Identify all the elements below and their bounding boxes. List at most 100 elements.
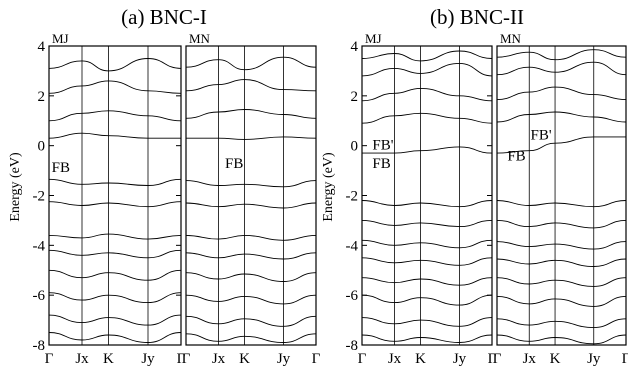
x-tick-label: Γ: [488, 351, 497, 367]
x-tick-label: Γ: [45, 351, 54, 367]
band-line: [186, 79, 316, 92]
band-line: [186, 272, 316, 282]
x-tick-label: Γ: [358, 351, 367, 367]
band-line: [186, 136, 316, 140]
y-tick-label: -2: [33, 189, 46, 205]
y-tick-label: -6: [346, 288, 359, 304]
band-line: [497, 295, 626, 307]
band-annotation: FB': [372, 137, 393, 153]
band-line: [186, 56, 316, 71]
x-tick-label: Jx: [388, 351, 402, 367]
band-line: [497, 86, 626, 101]
panel-frame: [496, 45, 627, 346]
band-line: [362, 62, 492, 77]
panel-title-a: (a) BNC-I: [121, 5, 207, 29]
band-line: [362, 200, 492, 208]
x-tick-label: Γ: [312, 351, 321, 367]
band-line: [49, 132, 181, 139]
band-line: [49, 110, 181, 122]
band-line: [186, 252, 316, 260]
band-line: [49, 178, 181, 186]
x-tick-label: Γ: [622, 351, 628, 367]
band-line: [49, 58, 181, 72]
panel-frame: [185, 45, 317, 346]
y-axis-label-a: Energy (eV): [8, 152, 23, 222]
x-tick-label: K: [103, 351, 114, 367]
band-line: [497, 219, 626, 229]
band-lines: [497, 49, 626, 345]
x-tick-label: Γ: [493, 351, 502, 367]
band-line: [362, 277, 492, 286]
band-line: [362, 239, 492, 249]
band-line: [49, 332, 181, 343]
band-annotation: FB: [52, 160, 70, 176]
y-tick-label: 4: [351, 39, 359, 55]
subpanel-label: MN: [189, 31, 211, 46]
band-line: [362, 317, 492, 327]
band-line: [362, 257, 492, 266]
band-line: [49, 233, 181, 240]
band-line: [49, 249, 181, 259]
y-tick-label: -4: [33, 238, 46, 254]
subpanel-label: MJ: [52, 31, 69, 46]
x-tick-label: Jx: [75, 351, 89, 367]
band-line: [362, 50, 492, 62]
band-line: [186, 333, 316, 343]
y-tick-label: 0: [351, 139, 359, 155]
band-panel: Γ Jx K Jy Γ MN FB: [182, 31, 321, 367]
y-tick-label: -4: [346, 238, 359, 254]
band-line: [49, 292, 181, 304]
band-annotation: FB: [225, 156, 243, 172]
band-line: [186, 234, 316, 241]
band-lines: [186, 56, 316, 343]
band-annotation: FB': [531, 127, 552, 143]
y-tick-label: 2: [38, 89, 46, 105]
band-line: [497, 277, 626, 287]
x-tick-label: K: [239, 351, 250, 367]
band-line: [362, 294, 492, 306]
y-tick-label: -8: [33, 338, 46, 354]
x-tick-label: Γ: [177, 351, 186, 367]
x-tick-label: Jy: [277, 351, 291, 367]
x-tick-label: Jy: [587, 351, 601, 367]
y-tick-label: 2: [351, 89, 359, 105]
y-tick-label: 0: [38, 139, 46, 155]
band-line: [186, 109, 316, 119]
y-tick-label: -8: [346, 338, 359, 354]
band-annotation: FB: [372, 156, 390, 172]
band-line: [497, 318, 626, 329]
y-axis-label-b: Energy (eV): [321, 152, 336, 222]
band-annotation: FB: [507, 149, 525, 165]
y-tick-label: -6: [33, 288, 46, 304]
band-line: [186, 180, 316, 188]
band-line: [49, 269, 181, 281]
y-tick-label: 4: [38, 39, 46, 55]
x-tick-label: Jy: [141, 351, 155, 367]
band-line: [186, 202, 316, 209]
x-tick-label: K: [550, 351, 561, 367]
x-tick-label: Γ: [182, 351, 191, 367]
x-tick-label: Jx: [523, 351, 537, 367]
band-panel: Γ Jx K Jy Γ MN FB' FB: [493, 31, 628, 367]
x-tick-label: Jy: [453, 351, 467, 367]
band-line: [497, 111, 626, 123]
band-line: [49, 201, 181, 208]
band-line: [362, 334, 492, 343]
subpanel-label: MN: [500, 31, 522, 46]
band-line: [497, 49, 626, 61]
band-line: [49, 80, 181, 94]
panel-title-b: (b) BNC-II: [430, 5, 524, 29]
y-tick-label: -2: [346, 189, 359, 205]
band-line: [362, 112, 492, 124]
band-line: [497, 61, 626, 76]
panel-frame: [48, 45, 182, 346]
band-line: [497, 334, 626, 345]
band-line: [49, 314, 181, 326]
x-tick-label: K: [415, 351, 426, 367]
band-line: [362, 219, 492, 228]
band-line: [186, 315, 316, 327]
band-line: [186, 294, 316, 305]
